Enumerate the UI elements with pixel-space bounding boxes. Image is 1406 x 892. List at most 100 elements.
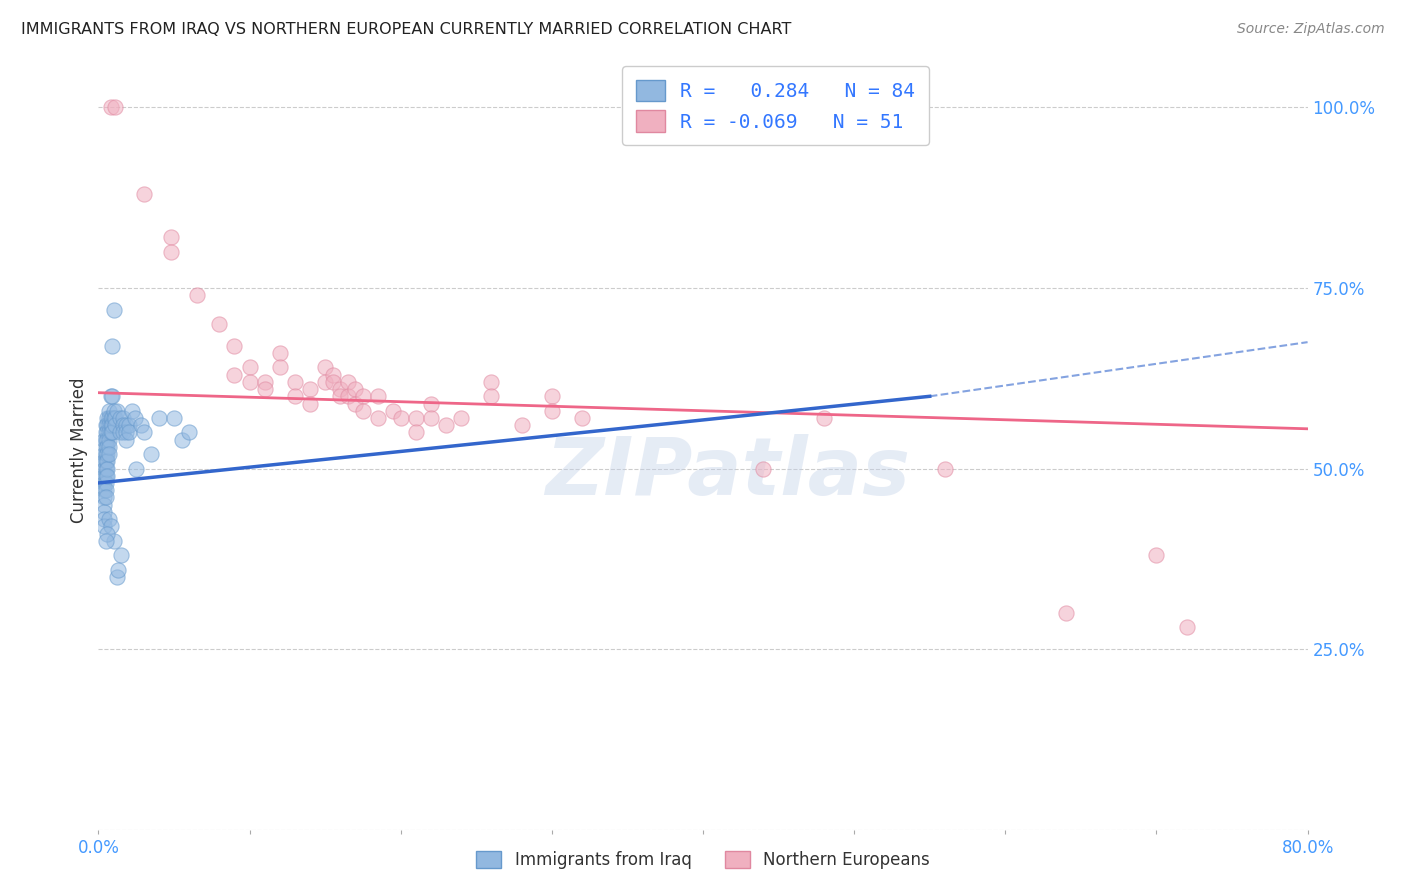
Point xyxy=(329,389,352,403)
Point xyxy=(107,563,129,577)
Point xyxy=(208,317,231,331)
Point xyxy=(224,368,246,382)
Point xyxy=(813,411,835,425)
Point xyxy=(269,360,291,375)
Point xyxy=(100,411,122,425)
Point xyxy=(98,433,121,447)
Point xyxy=(284,375,307,389)
Point xyxy=(329,382,352,396)
Point xyxy=(118,418,141,433)
Point xyxy=(94,483,117,498)
Point xyxy=(104,418,127,433)
Point xyxy=(93,433,115,447)
Point xyxy=(103,302,125,317)
Point xyxy=(94,533,117,548)
Point xyxy=(114,425,136,440)
Point xyxy=(420,411,443,425)
Point xyxy=(98,512,121,526)
Point xyxy=(96,468,118,483)
Point xyxy=(224,339,246,353)
Point xyxy=(103,403,125,417)
Point xyxy=(100,519,122,533)
Point xyxy=(322,368,344,382)
Point xyxy=(98,411,121,425)
Point xyxy=(352,403,374,417)
Point xyxy=(93,498,115,512)
Point xyxy=(100,425,122,440)
Point xyxy=(100,100,122,114)
Point xyxy=(101,411,124,425)
Point xyxy=(93,519,115,533)
Point xyxy=(405,425,427,440)
Point xyxy=(96,526,118,541)
Point xyxy=(510,418,533,433)
Point xyxy=(93,505,115,519)
Point xyxy=(103,411,125,425)
Point xyxy=(94,454,117,468)
Point xyxy=(98,440,121,454)
Point xyxy=(104,100,127,114)
Point xyxy=(96,440,118,454)
Point xyxy=(93,491,115,505)
Point xyxy=(336,375,359,389)
Point xyxy=(101,339,124,353)
Point xyxy=(96,447,118,461)
Point xyxy=(94,433,117,447)
Point xyxy=(934,461,956,475)
Point xyxy=(1175,620,1198,634)
Point xyxy=(108,411,131,425)
Point xyxy=(253,375,276,389)
Y-axis label: Currently Married: Currently Married xyxy=(70,377,89,524)
Text: Source: ZipAtlas.com: Source: ZipAtlas.com xyxy=(1237,22,1385,37)
Point xyxy=(481,375,503,389)
Point xyxy=(129,418,152,433)
Point xyxy=(110,548,132,562)
Point xyxy=(148,411,170,425)
Point xyxy=(105,403,128,417)
Point xyxy=(101,418,124,433)
Point xyxy=(101,389,124,403)
Point xyxy=(124,411,146,425)
Point xyxy=(94,468,117,483)
Point xyxy=(118,425,141,440)
Point xyxy=(104,411,127,425)
Point xyxy=(105,570,128,584)
Point xyxy=(114,433,136,447)
Point xyxy=(101,425,124,440)
Point xyxy=(344,396,367,410)
Point xyxy=(344,382,367,396)
Point xyxy=(96,425,118,440)
Point xyxy=(186,288,208,302)
Point xyxy=(179,425,201,440)
Point xyxy=(93,461,115,475)
Point xyxy=(93,454,115,468)
Point xyxy=(98,425,121,440)
Point xyxy=(96,433,118,447)
Point xyxy=(132,187,155,202)
Point xyxy=(752,461,775,475)
Point xyxy=(94,418,117,433)
Point xyxy=(111,411,134,425)
Point xyxy=(352,389,374,403)
Point xyxy=(434,418,457,433)
Point xyxy=(299,382,322,396)
Point xyxy=(98,418,121,433)
Point xyxy=(94,475,117,490)
Text: IMMIGRANTS FROM IRAQ VS NORTHERN EUROPEAN CURRENTLY MARRIED CORRELATION CHART: IMMIGRANTS FROM IRAQ VS NORTHERN EUROPEA… xyxy=(21,22,792,37)
Point xyxy=(96,418,118,433)
Point xyxy=(284,389,307,403)
Point xyxy=(253,382,276,396)
Point xyxy=(336,389,359,403)
Point xyxy=(100,418,122,433)
Point xyxy=(93,468,115,483)
Point xyxy=(450,411,472,425)
Point xyxy=(540,389,562,403)
Point xyxy=(103,533,125,548)
Point xyxy=(389,411,412,425)
Point xyxy=(94,461,117,475)
Point xyxy=(93,475,115,490)
Point xyxy=(98,403,121,417)
Legend: Immigrants from Iraq, Northern Europeans: Immigrants from Iraq, Northern Europeans xyxy=(467,841,939,880)
Point xyxy=(94,440,117,454)
Point xyxy=(94,447,117,461)
